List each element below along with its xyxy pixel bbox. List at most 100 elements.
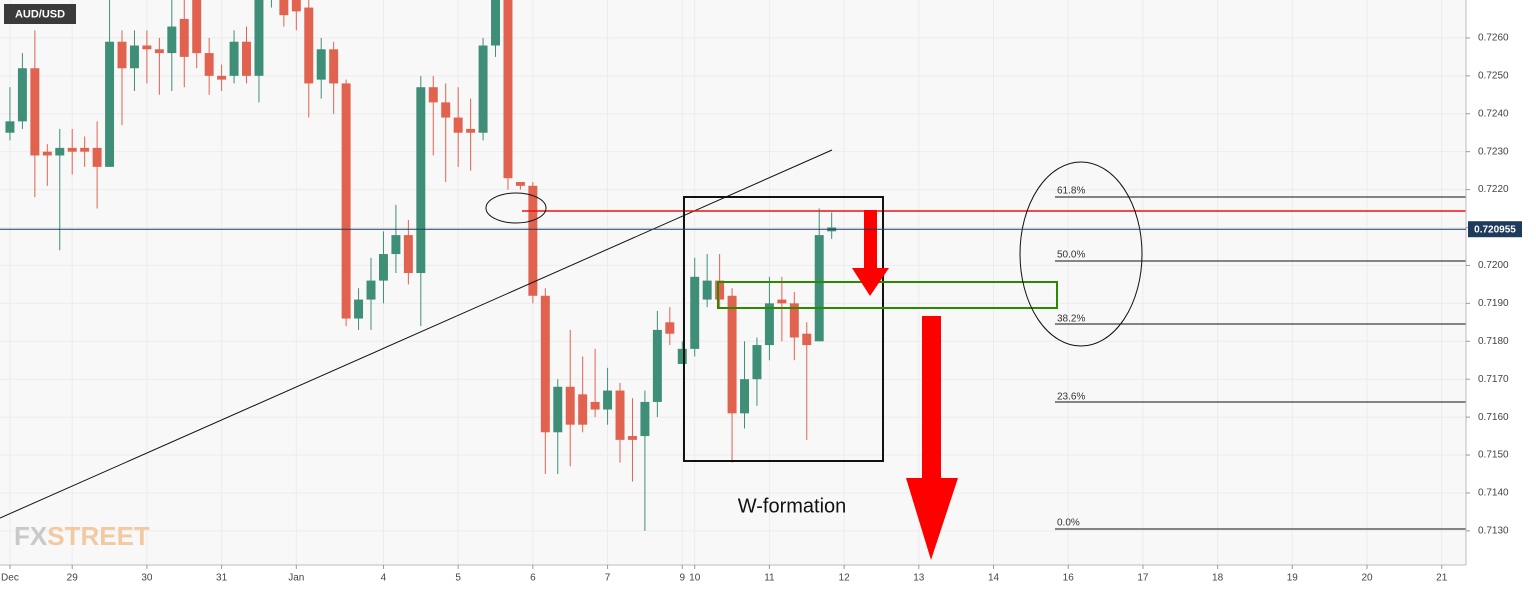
candle-body [540,295,550,433]
candle-body [5,121,15,133]
candle-body [217,75,227,80]
candle-body [30,68,40,156]
watermark: FXSTREET [14,521,150,551]
candle-body [453,117,463,133]
candle-body [55,147,65,156]
symbol-box [4,4,76,24]
candle-body [503,0,513,179]
y-tick-label: 0.7240 [1478,108,1509,119]
candle-body [627,436,637,440]
candle-body [441,102,451,118]
candle-body [491,0,500,46]
candle-body [354,299,364,319]
x-tick-label: 14 [988,573,1000,584]
candle-body [204,53,214,76]
candles [5,0,837,531]
x-tick-label: 20 [1361,573,1373,584]
candle-body [192,0,202,54]
candle-body [92,147,102,167]
candle-body [279,0,289,16]
x-tick-label: 19 [1287,573,1299,584]
candle-body [528,185,538,296]
candle-body [391,235,401,255]
w-box [683,196,884,462]
drawings: 61.8% 50.0% 38.2% 23.6% 0.0% W-formation [0,149,1466,560]
candle-body [652,329,662,402]
candle-body [167,26,177,54]
y-tick-label: 0.7160 [1478,412,1509,423]
y-tick-label: 0.7250 [1478,70,1509,81]
x-tick-label: 21 [1436,573,1448,584]
candle-body [67,147,77,152]
fib-label: 0.0% [1057,518,1080,529]
candle-body [690,276,700,349]
candle-body [316,49,326,80]
candle-body [17,68,27,122]
candle-body [329,49,339,84]
candle-body [727,295,737,414]
candle-body [677,348,687,365]
x-tick-label: 9 [679,573,685,584]
candle-body [129,45,139,69]
y-tick-label: 0.7170 [1478,374,1509,385]
candle-body [254,0,264,76]
x-tick-label: 17 [1137,573,1149,584]
x-tick-label: 10 [689,573,701,584]
candle-body [117,41,127,69]
y-tick-label: 0.7140 [1478,488,1509,499]
fib-label: 23.6% [1057,392,1085,403]
x-tick-label: Jan [288,573,304,584]
x-tick-label: 13 [913,573,925,584]
candle-body [565,386,575,425]
fib-label: 38.2% [1057,314,1085,325]
candle-body [42,151,52,156]
candle-body [640,401,650,437]
candle-body [416,87,426,274]
axes: 0.7130 0.7140 0.7150 0.7160 0.7170 0.7180 0.71… [0,33,1522,584]
annotation: W-formation [738,495,847,517]
y-tick-label: 0.7190 [1478,298,1509,309]
candle-body [802,333,812,346]
x-tick-label: 31 [216,573,228,584]
circle-marker [485,192,547,224]
y-tick-label: 0.7150 [1478,450,1509,461]
candle-body [578,394,588,425]
y-tick-label: 0.7180 [1478,336,1509,347]
candle-body [590,401,600,410]
last-price-label: 0.720955 [1474,224,1516,235]
x-tick-label: 7 [605,573,611,584]
candle-body [366,280,376,300]
candle-body [764,303,774,346]
candle-body [304,7,314,84]
candle-body [789,303,799,338]
candle-body [428,87,438,103]
candle-body [179,18,189,57]
candle-body [142,45,152,50]
candle-body [341,83,351,319]
candle-body [403,235,413,274]
fib-label: 61.8% [1057,186,1085,197]
candle-body [80,147,90,152]
candle-body [603,390,613,410]
candle-body [378,254,388,281]
candle-body [740,379,749,414]
candle-body [242,41,251,76]
x-tick-label: 12 [839,573,851,584]
x-tick-label: 30 [141,573,153,584]
arrow-large [906,316,958,560]
x-tick-label: 29 [67,573,79,584]
candle-body [702,280,712,300]
candle-body [515,182,525,186]
x-tick-label: Dec [1,573,19,584]
y-tick-label: 0.7130 [1478,526,1509,537]
x-tick-label: 11 [764,573,775,584]
candle-body [154,49,164,54]
last-price-box [1468,221,1522,238]
candle-body [777,299,787,304]
x-tick-label: 16 [1063,573,1075,584]
candle-body [478,45,488,133]
x-tick-label: 6 [530,573,536,584]
candle-body [615,390,625,440]
support-zone [717,281,1058,309]
